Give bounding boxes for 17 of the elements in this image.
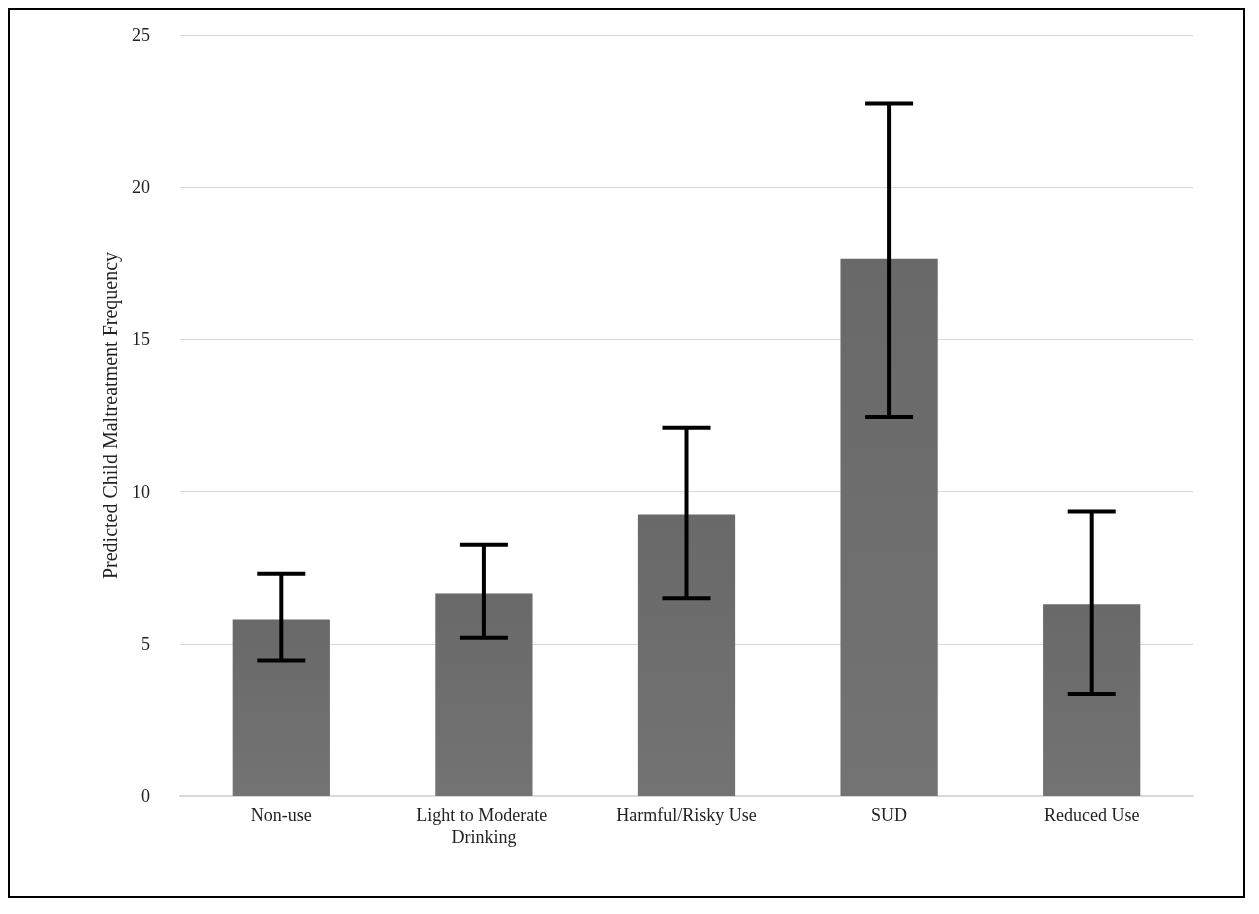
y-tick-label: 0 [141,786,150,806]
bar [637,514,736,796]
x-tick-label: Non-use [250,805,312,825]
x-tick-label: SUD [871,805,908,825]
bar [232,619,330,796]
y-tick-label: 10 [132,481,150,502]
bar [435,593,533,796]
x-tick-label: Harmful/Risky Use [616,805,757,825]
y-tick-label: 20 [132,177,150,198]
x-tick-label: Reduced Use [1043,805,1140,825]
bar [840,258,938,796]
x-tick-label: Light to Moderate Drinking [416,805,552,847]
bar [1043,604,1141,796]
y-tick-label: 5 [141,633,150,654]
y-tick-label: 15 [132,329,150,350]
y-axis-title: Predicted Child Maltreatment Frequency [99,251,122,580]
y-tick-label: 25 [132,25,150,45]
